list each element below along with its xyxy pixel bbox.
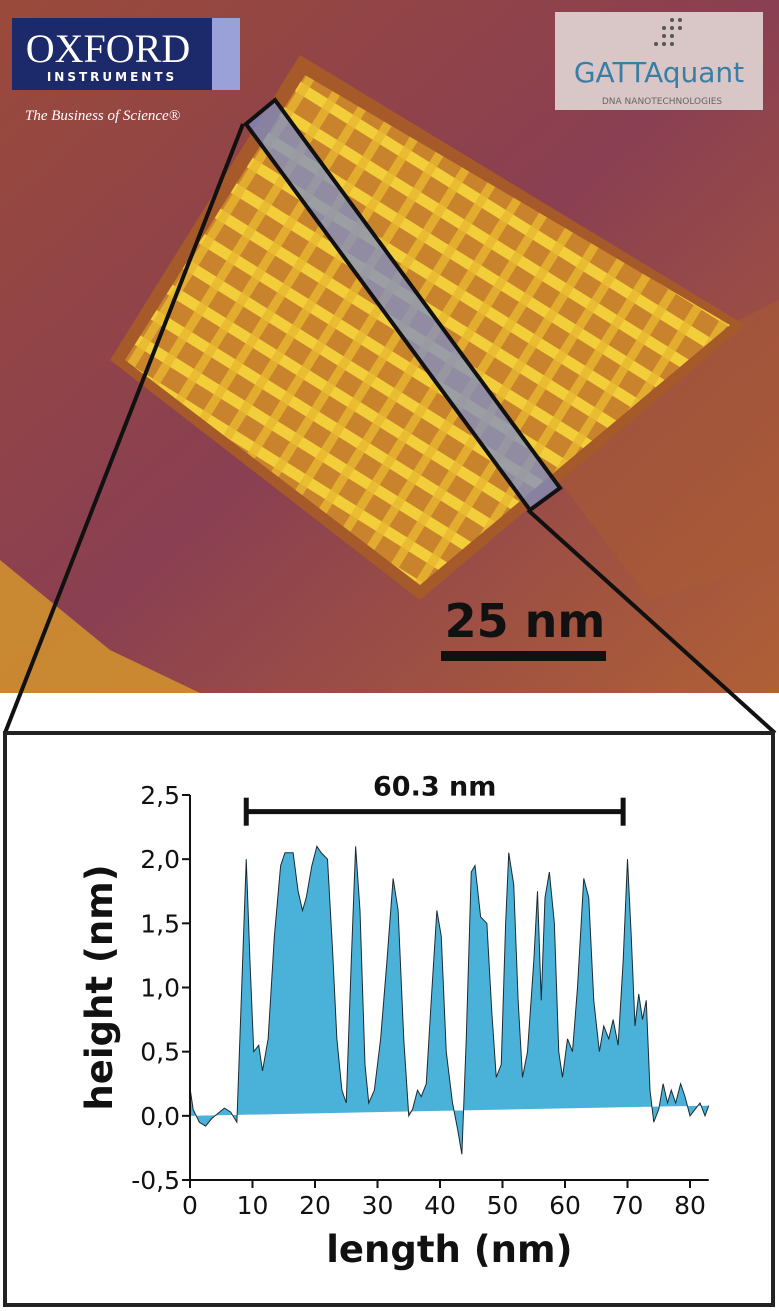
zoom-line [3, 123, 245, 734]
x-tick-label: 30 [362, 1191, 394, 1220]
scale-bar-label: 25 nm [445, 594, 606, 648]
x-tick-label: 50 [487, 1191, 519, 1220]
oxford-logo-band [212, 18, 240, 90]
gatta-name: GATTAquant [574, 56, 744, 89]
y-tick-label: 2,5 [140, 781, 180, 810]
oxford-logo [12, 18, 240, 90]
x-axis-label: length (nm) [326, 1228, 572, 1271]
oxford-tagline: The Business of Science® [25, 108, 180, 124]
x-tick-label: 20 [299, 1191, 331, 1220]
measure-label: 60.3 nm [373, 772, 496, 803]
zoom-line [526, 508, 777, 735]
oxford-name: OXFORD [26, 26, 190, 71]
scale-bar [441, 651, 606, 661]
x-tick-label: 60 [549, 1191, 581, 1220]
chart: -0,5 0,0 0,5 1,0 1,5 2,0 2,5 0 10 20 30 40 50 60 70 80 l… [78, 772, 710, 1271]
y-tick-label: 0,5 [140, 1038, 180, 1067]
y-axis-label: height (nm) [78, 864, 121, 1110]
x-tick-label: 10 [237, 1191, 269, 1220]
gatta-logo [555, 12, 763, 110]
x-tick-label: 80 [674, 1191, 706, 1220]
y-tick-label: 2,0 [140, 845, 180, 874]
y-tick-label: -0,5 [131, 1166, 180, 1195]
y-tick-label: 0,0 [140, 1102, 180, 1131]
y-tick-label: 1,5 [140, 909, 180, 938]
y-tick-label: 1,0 [140, 974, 180, 1003]
x-tick-label: 40 [424, 1191, 456, 1220]
gatta-sub: DNA NANOTECHNOLOGIES [602, 97, 723, 107]
oxford-sub: INSTRUMENTS [47, 70, 177, 84]
area [189, 845, 710, 1155]
x-tick-label: 0 [182, 1191, 198, 1220]
x-tick-label: 70 [612, 1191, 644, 1220]
gatta-dots [654, 18, 682, 46]
